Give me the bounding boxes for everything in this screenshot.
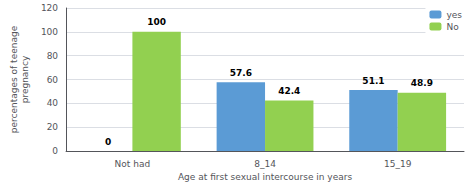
svg-text:percentages of teenage: percentages of teenage	[9, 25, 19, 133]
svg-text:57.6: 57.6	[230, 68, 252, 78]
svg-text:yes: yes	[446, 10, 462, 20]
svg-text:8_14: 8_14	[254, 159, 276, 169]
svg-text:15_19: 15_19	[384, 159, 412, 169]
svg-text:48.9: 48.9	[411, 78, 433, 88]
svg-text:No: No	[446, 22, 459, 32]
svg-text:Not had: Not had	[115, 159, 151, 169]
svg-text:42.4: 42.4	[278, 86, 300, 96]
svg-text:60: 60	[47, 75, 59, 85]
svg-text:0: 0	[52, 146, 58, 156]
svg-text:100: 100	[147, 17, 166, 27]
svg-text:0: 0	[105, 137, 111, 147]
svg-text:120: 120	[41, 3, 58, 13]
svg-text:100: 100	[41, 27, 58, 37]
svg-text:40: 40	[47, 98, 59, 108]
svg-text:80: 80	[47, 51, 59, 61]
svg-text:Age at first sexual intercours: Age at first sexual intercourse in years	[178, 172, 352, 182]
svg-text:pregnancy: pregnancy	[20, 55, 30, 103]
svg-text:20: 20	[47, 122, 59, 132]
svg-text:51.1: 51.1	[362, 76, 384, 86]
